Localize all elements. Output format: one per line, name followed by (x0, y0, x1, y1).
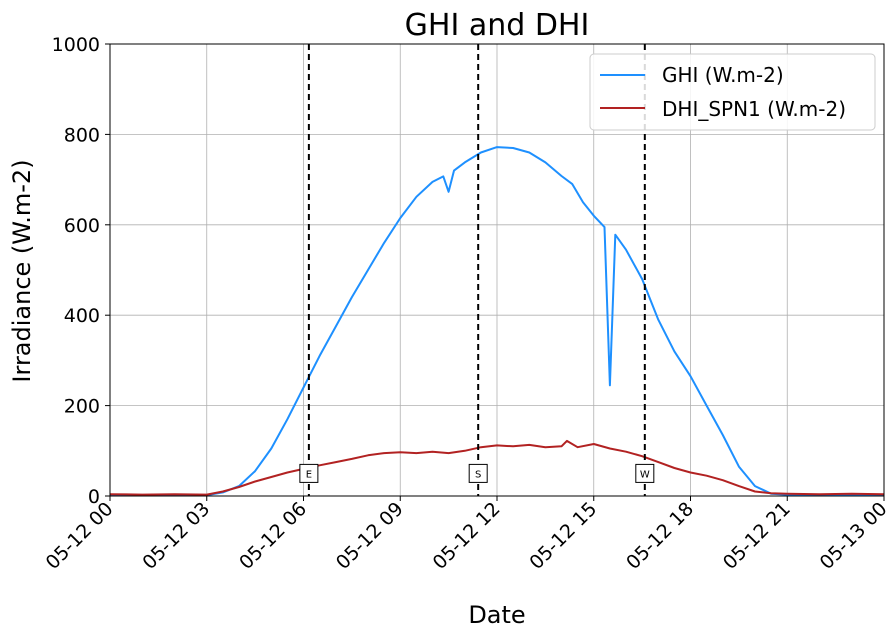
series-layer (109, 146, 885, 497)
y-tick-label: 200 (64, 396, 100, 418)
legend: GHI (W.m-2) DHI_SPN1 (W.m-2) (589, 53, 876, 131)
x-tick-label: 05-12 18 (622, 498, 698, 574)
marker-label: W (640, 469, 650, 480)
series-line-ghi (110, 146, 885, 497)
x-tick-label: 05-13 00 (816, 498, 892, 574)
y-axis-label: Irradiance (W.m-2) (8, 159, 36, 382)
x-tick-label: 05-12 12 (429, 498, 505, 574)
x-axis-ticks: 05-12 00 05-12 03 05-12 06 05-12 09 05-12 12… (42, 496, 892, 574)
marker-label: E (306, 469, 312, 480)
series-line-dhi (109, 439, 885, 496)
y-tick-label: 800 (64, 124, 100, 146)
y-axis-ticks: 0 200 400 600 800 1000 (52, 34, 110, 508)
x-tick-label: 05-12 03 (138, 498, 214, 574)
marker-box (635, 463, 655, 483)
x-tick-label: 05-12 15 (525, 498, 601, 574)
marker-box (299, 463, 319, 483)
x-tick-label: 05-12 06 (235, 498, 311, 574)
legend-label-dhi: DHI_SPN1 (W.m-2) (662, 97, 846, 121)
y-tick-label: 400 (64, 305, 100, 327)
x-axis-label: Date (468, 601, 525, 629)
legend-box (589, 53, 876, 131)
x-tick-label: 05-12 09 (332, 498, 408, 574)
marker-label: S (475, 469, 481, 480)
marker-box (468, 463, 488, 483)
x-tick-label: 05-12 00 (42, 498, 118, 574)
chart-title: GHI and DHI (405, 8, 590, 43)
x-tick-label: 05-12 21 (719, 498, 795, 574)
y-tick-label: 600 (64, 215, 100, 237)
y-tick-label: 1000 (52, 34, 100, 56)
legend-label-ghi: GHI (W.m-2) (662, 63, 784, 87)
y-tick-label: 0 (88, 486, 100, 508)
